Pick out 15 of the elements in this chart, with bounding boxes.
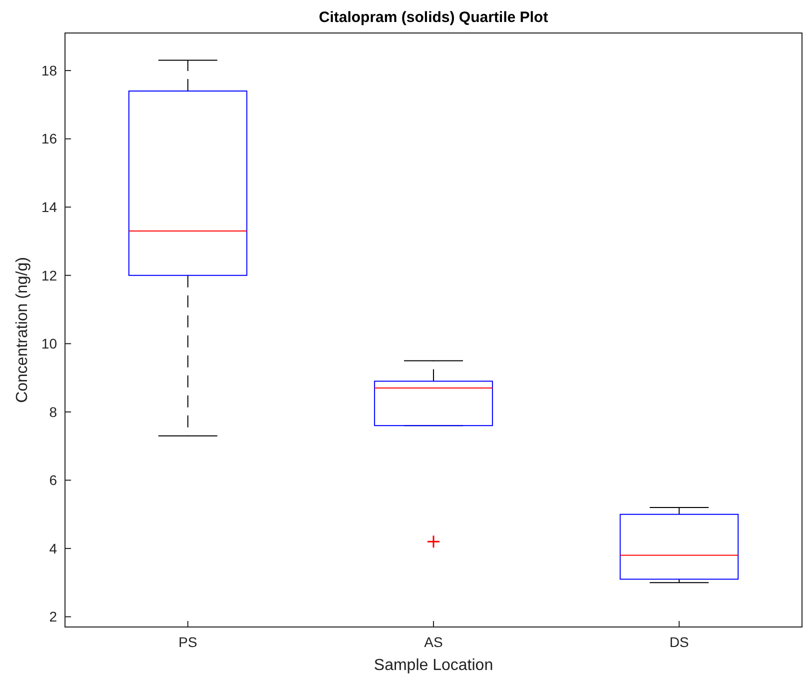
x-tick-label: AS (424, 634, 443, 650)
y-tick-label: 6 (49, 472, 58, 488)
y-tick-label: 16 (41, 130, 58, 147)
y-tick-label: 8 (49, 404, 58, 420)
y-axis-title: Concentration (ng/g) (14, 257, 31, 403)
y-tick-label: 18 (41, 62, 58, 78)
x-tick-label: PS (178, 634, 198, 650)
chart-title: Citalopram (solids) Quartile Plot (318, 9, 548, 26)
y-tick-label: 12 (41, 267, 58, 284)
y-tick-label: 14 (41, 199, 58, 216)
y-tick-label: 2 (49, 608, 58, 625)
x-axis-title: Sample Location (374, 657, 494, 674)
x-tick-label: DS (669, 634, 689, 650)
y-tick-label: 10 (41, 336, 58, 352)
y-tick-label: 4 (49, 540, 58, 556)
